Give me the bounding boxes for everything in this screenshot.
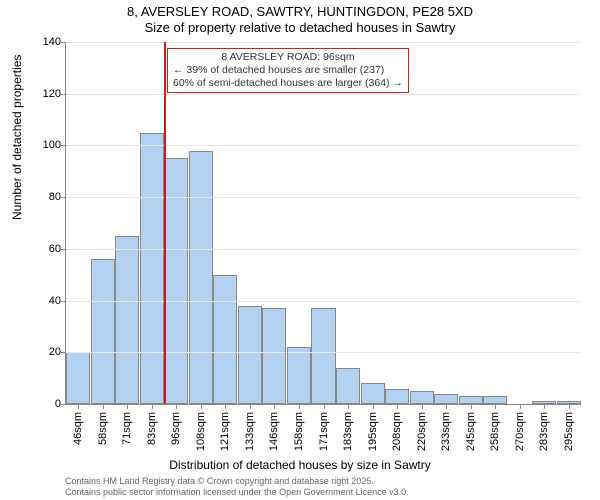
chart-title-sub: Size of property relative to detached ho… <box>0 20 600 35</box>
xtick-label: 108sqm <box>195 412 207 451</box>
xtick-mark <box>103 404 104 409</box>
annotation-box: 8 AVERSLEY ROAD: 96sqm← 39% of detached … <box>167 48 409 93</box>
xtick-label: 283sqm <box>538 412 550 451</box>
ytick-label: 0 <box>31 398 61 410</box>
xtick-label: 96sqm <box>170 412 182 445</box>
ytick-label: 100 <box>31 139 61 151</box>
xtick-label: 295sqm <box>563 412 575 451</box>
chart-container: 8, AVERSLEY ROAD, SAWTRY, HUNTINGDON, PE… <box>0 0 600 500</box>
histogram-bar <box>336 368 360 404</box>
gridline <box>66 249 581 250</box>
ytick-mark <box>61 352 66 353</box>
xtick-label: 121sqm <box>219 412 231 451</box>
histogram-bar <box>213 275 237 404</box>
bars-group <box>66 42 581 404</box>
annotation-line1: 8 AVERSLEY ROAD: 96sqm <box>173 51 403 64</box>
gridline <box>66 352 581 353</box>
gridline <box>66 94 581 95</box>
xtick-label: 270sqm <box>514 412 526 451</box>
xtick-mark <box>348 404 349 409</box>
ytick-label: 60 <box>31 243 61 255</box>
ytick-mark <box>61 301 66 302</box>
chart-title-main: 8, AVERSLEY ROAD, SAWTRY, HUNTINGDON, PE… <box>0 4 600 19</box>
xtick-mark <box>495 404 496 409</box>
reference-line <box>164 42 166 404</box>
histogram-bar <box>189 151 213 404</box>
xtick-mark <box>201 404 202 409</box>
ytick-label: 20 <box>31 346 61 358</box>
xtick-mark <box>397 404 398 409</box>
histogram-bar <box>91 259 115 404</box>
xtick-label: 258sqm <box>489 412 501 451</box>
x-axis-label: Distribution of detached houses by size … <box>0 458 600 472</box>
xtick-mark <box>569 404 570 409</box>
xtick-mark <box>446 404 447 409</box>
xtick-label: 195sqm <box>367 412 379 451</box>
xtick-label: 58sqm <box>97 412 109 445</box>
xtick-label: 146sqm <box>268 412 280 451</box>
gridline <box>66 197 581 198</box>
xtick-label: 233sqm <box>440 412 452 451</box>
xtick-label: 158sqm <box>293 412 305 451</box>
xtick-label: 46sqm <box>72 412 84 445</box>
xtick-label: 133sqm <box>244 412 256 451</box>
histogram-bar <box>434 394 458 404</box>
histogram-bar <box>287 347 311 404</box>
histogram-bar <box>238 306 262 404</box>
gridline <box>66 42 581 43</box>
xtick-label: 208sqm <box>391 412 403 451</box>
xtick-label: 183sqm <box>342 412 354 451</box>
annotation-line3: 60% of semi-detached houses are larger (… <box>173 77 403 90</box>
xtick-label: 83sqm <box>146 412 158 445</box>
gridline <box>66 301 581 302</box>
xtick-mark <box>544 404 545 409</box>
ytick-mark <box>61 42 66 43</box>
histogram-bar <box>459 396 483 404</box>
histogram-bar <box>361 383 385 404</box>
ytick-label: 80 <box>31 191 61 203</box>
footer-attribution: Contains HM Land Registry data © Crown c… <box>65 476 409 498</box>
xtick-label: 245sqm <box>465 412 477 451</box>
xtick-mark <box>324 404 325 409</box>
xtick-mark <box>422 404 423 409</box>
y-axis-label: Number of detached properties <box>10 55 24 220</box>
xtick-mark <box>299 404 300 409</box>
annotation-line2: ← 39% of detached houses are smaller (23… <box>173 64 403 77</box>
ytick-label: 40 <box>31 295 61 307</box>
histogram-bar <box>164 158 188 404</box>
xtick-mark <box>274 404 275 409</box>
xtick-label: 171sqm <box>318 412 330 451</box>
ytick-mark <box>61 94 66 95</box>
xtick-mark <box>250 404 251 409</box>
ytick-mark <box>61 249 66 250</box>
gridline <box>66 145 581 146</box>
xtick-mark <box>152 404 153 409</box>
footer-line1: Contains HM Land Registry data © Crown c… <box>65 476 409 487</box>
ytick-mark <box>61 197 66 198</box>
histogram-bar <box>66 352 90 404</box>
ytick-mark <box>61 404 66 405</box>
plot-area: 02040608010012014046sqm58sqm71sqm83sqm96… <box>65 42 581 405</box>
xtick-label: 220sqm <box>416 412 428 451</box>
xtick-mark <box>78 404 79 409</box>
histogram-bar <box>262 308 286 404</box>
ytick-mark <box>61 145 66 146</box>
xtick-mark <box>520 404 521 409</box>
histogram-bar <box>311 308 335 404</box>
xtick-mark <box>471 404 472 409</box>
histogram-bar <box>483 396 507 404</box>
xtick-label: 71sqm <box>121 412 133 445</box>
xtick-mark <box>225 404 226 409</box>
xtick-mark <box>176 404 177 409</box>
histogram-bar <box>385 389 409 405</box>
xtick-mark <box>373 404 374 409</box>
histogram-bar <box>115 236 139 404</box>
xtick-mark <box>127 404 128 409</box>
ytick-label: 120 <box>31 88 61 100</box>
histogram-bar <box>140 133 164 405</box>
footer-line2: Contains public sector information licen… <box>65 487 409 498</box>
histogram-bar <box>410 391 434 404</box>
ytick-label: 140 <box>31 36 61 48</box>
